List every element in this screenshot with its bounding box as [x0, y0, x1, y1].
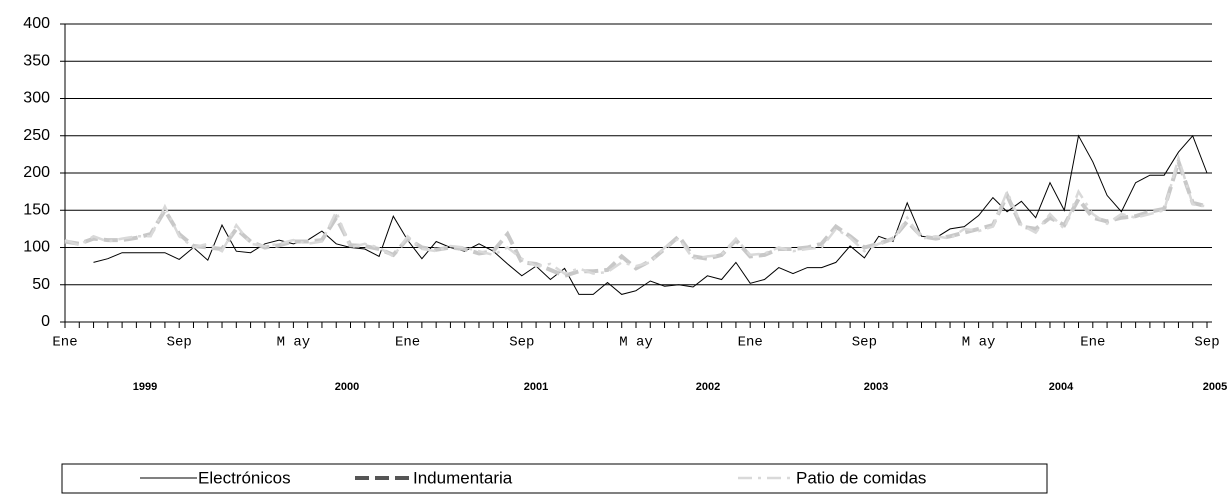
- x-tick-label: M ay: [619, 335, 653, 351]
- year-label: 2001: [524, 381, 548, 393]
- y-tick-label: 150: [23, 201, 50, 218]
- x-tick-label: Ene: [738, 335, 763, 351]
- year-label: 2005: [1203, 381, 1227, 393]
- year-label: 2002: [696, 381, 720, 393]
- year-label: 2004: [1049, 381, 1074, 393]
- y-tick-label: 200: [23, 164, 50, 181]
- series-line: [64, 153, 1208, 275]
- legend-label: Patio de comidas: [796, 468, 926, 487]
- y-tick-label: 100: [23, 239, 50, 256]
- y-tick-label: 50: [32, 276, 50, 293]
- y-tick-label: 350: [23, 52, 50, 69]
- year-label: 1999: [133, 381, 157, 393]
- x-tick-label: Ene: [395, 335, 420, 351]
- legend-label: Indumentaria: [413, 468, 513, 487]
- legend-box: [61, 463, 1048, 494]
- y-tick-label: 250: [23, 127, 50, 144]
- x-tick-label: Sep: [509, 335, 534, 351]
- y-tick-label: 400: [23, 15, 50, 32]
- y-tick-label: 0: [41, 313, 50, 330]
- y-tick-label: 300: [23, 90, 50, 107]
- x-tick-label: M ay: [962, 335, 996, 351]
- year-label: 2003: [864, 381, 888, 393]
- legend-label: Electrónicos: [198, 468, 291, 487]
- series-line: [93, 134, 1208, 295]
- year-label: 2000: [335, 381, 359, 393]
- series-line: [64, 155, 1208, 278]
- x-tick-label: Sep: [852, 335, 877, 351]
- x-tick-label: Ene: [1080, 335, 1105, 351]
- x-tick-label: Ene: [52, 335, 77, 351]
- x-tick-label: Sep: [1194, 335, 1219, 351]
- x-tick-label: Sep: [167, 335, 192, 351]
- x-tick-label: M ay: [277, 335, 311, 351]
